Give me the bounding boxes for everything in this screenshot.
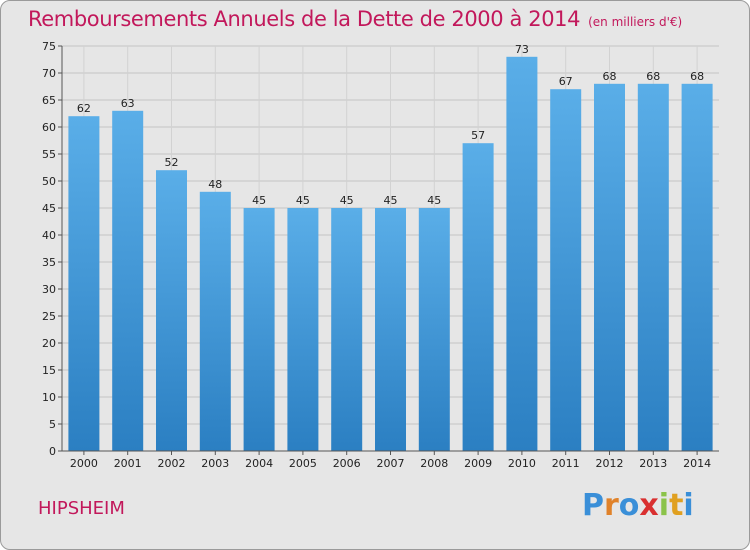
data-label: 45 xyxy=(252,194,266,207)
data-label: 45 xyxy=(340,194,354,207)
y-tick-label: 65 xyxy=(42,94,56,107)
data-label: 67 xyxy=(559,75,573,88)
x-tick-label: 2013 xyxy=(639,457,667,470)
data-label: 45 xyxy=(427,194,441,207)
bars: 62 63 52 48 45 45 45 45 45 57 73 67 68 68 68 xyxy=(68,43,713,452)
y-tick-label: 60 xyxy=(42,121,56,134)
y-tick-label: 45 xyxy=(42,202,56,215)
chart-title-text: Remboursements Annuels de la Dette de 20… xyxy=(28,7,581,31)
chart-title: Remboursements Annuels de la Dette de 20… xyxy=(28,7,682,31)
data-label: 68 xyxy=(690,70,704,83)
y-tick-label: 40 xyxy=(42,229,56,242)
x-tick-label: 2001 xyxy=(114,457,142,470)
data-label: 68 xyxy=(646,70,660,83)
bar-2002 xyxy=(156,170,187,451)
data-label: 48 xyxy=(208,178,222,191)
x-tick-label: 2012 xyxy=(596,457,624,470)
data-label: 52 xyxy=(165,156,179,169)
x-tick-label: 2014 xyxy=(683,457,711,470)
bar-2004 xyxy=(243,208,275,451)
data-label: 45 xyxy=(296,194,310,207)
commune-name: HIPSHEIM xyxy=(38,498,125,519)
axes: 0 5 10 15 20 25 30 35 40 45 50 55 60 65 70 75 2000 2001 20… xyxy=(42,40,719,470)
y-tick-label: 30 xyxy=(42,283,56,296)
bar-2013 xyxy=(637,83,669,452)
proxiti-logo: Proxiti xyxy=(582,488,694,523)
y-tick-label: 70 xyxy=(42,67,56,80)
logo-letter: r xyxy=(604,488,619,523)
bar-2008 xyxy=(418,208,450,451)
x-tick-label: 2010 xyxy=(508,457,536,470)
y-tick-label: 75 xyxy=(42,40,56,53)
logo-letter: P xyxy=(582,488,604,523)
y-tick-label: 25 xyxy=(42,310,56,323)
x-tick-label: 2006 xyxy=(333,457,361,470)
x-tick-label: 2002 xyxy=(158,457,186,470)
data-label: 45 xyxy=(384,194,398,207)
x-tick-label: 2003 xyxy=(201,457,229,470)
x-tick-label: 2000 xyxy=(70,457,98,470)
bar-2007 xyxy=(375,208,406,451)
y-tick-label: 15 xyxy=(42,364,56,377)
chart-unit: (en milliers d'€) xyxy=(588,15,683,29)
bar-2005 xyxy=(287,208,319,451)
bar-2006 xyxy=(331,208,363,451)
x-tick-label: 2011 xyxy=(552,457,580,470)
bar-2000 xyxy=(68,116,100,451)
y-tick-label: 10 xyxy=(42,391,56,404)
data-label: 68 xyxy=(603,70,617,83)
data-label: 63 xyxy=(121,97,135,110)
bar-2001 xyxy=(112,110,144,452)
x-tick-label: 2008 xyxy=(420,457,448,470)
logo-letter: o xyxy=(618,488,640,523)
data-label: 73 xyxy=(515,43,529,56)
y-tick-label: 5 xyxy=(49,418,56,431)
y-tick-label: 0 xyxy=(49,445,56,458)
logo-letter: x xyxy=(639,488,659,523)
data-label: 62 xyxy=(77,102,91,115)
x-tick-label: 2009 xyxy=(464,457,492,470)
bar-2010 xyxy=(506,56,538,452)
y-tick-label: 20 xyxy=(42,337,56,350)
y-tick-label: 50 xyxy=(42,175,56,188)
y-tick-label: 35 xyxy=(42,256,56,269)
bar-2014 xyxy=(681,83,713,452)
bar-2009 xyxy=(462,143,494,451)
bar-2011 xyxy=(550,89,582,451)
x-tick-label: 2005 xyxy=(289,457,317,470)
bar-2003 xyxy=(199,191,231,452)
x-tick-label: 2007 xyxy=(377,457,405,470)
logo-letter: i xyxy=(658,488,670,523)
logo-letter: t xyxy=(669,488,684,523)
data-label: 57 xyxy=(471,129,485,142)
x-tick-label: 2004 xyxy=(245,457,273,470)
y-tick-label: 55 xyxy=(42,148,56,161)
bar-2012 xyxy=(594,83,625,452)
logo-letter: i xyxy=(683,488,694,523)
